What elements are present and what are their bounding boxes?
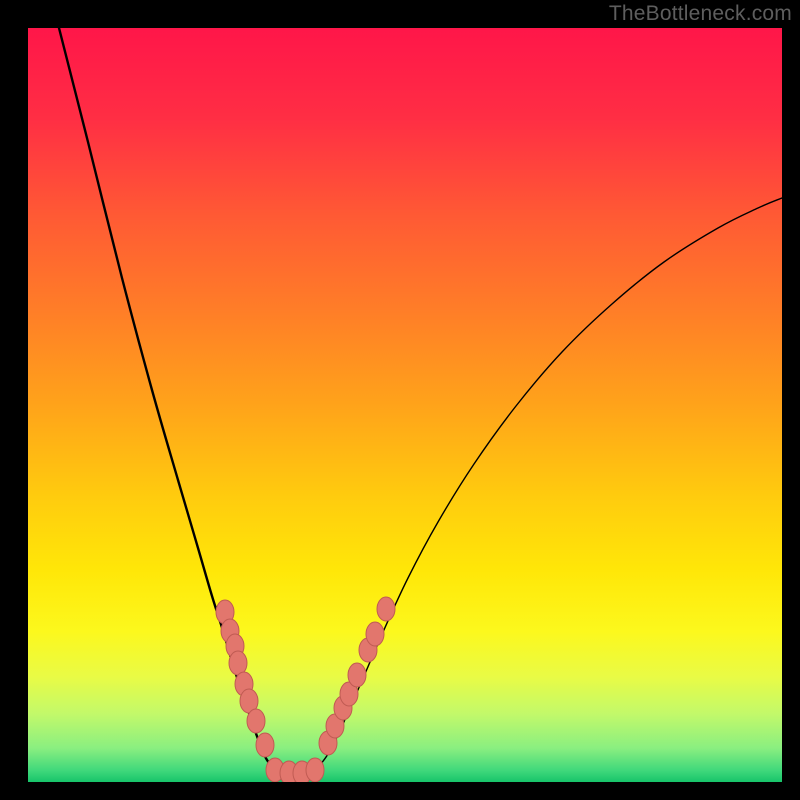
marker-point (348, 663, 366, 687)
markers-group (216, 597, 395, 782)
watermark-text: TheBottleneck.com (609, 2, 792, 26)
marker-point (247, 709, 265, 733)
frame-right (782, 0, 800, 800)
marker-point (229, 651, 247, 675)
chart-svg (28, 28, 782, 782)
marker-point (377, 597, 395, 621)
frame-left (0, 0, 28, 800)
marker-point (366, 622, 384, 646)
frame-bottom (0, 782, 800, 800)
plot-area (28, 28, 782, 782)
curve-left-branch (59, 28, 320, 772)
marker-point (306, 758, 324, 782)
marker-point (256, 733, 274, 757)
curve-right-branch (320, 198, 782, 765)
